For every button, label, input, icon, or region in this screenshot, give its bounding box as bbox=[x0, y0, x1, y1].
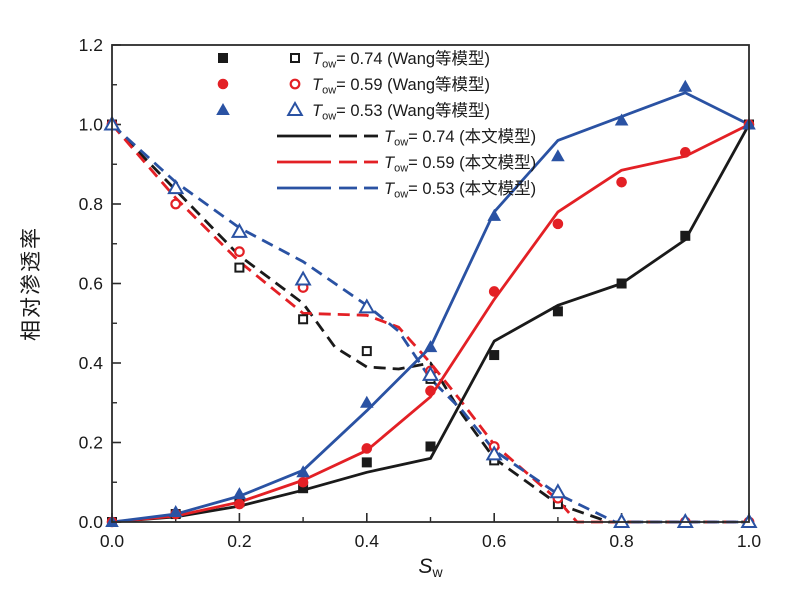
line-tow059-dashed bbox=[110, 123, 749, 524]
data-point-triangle-open bbox=[167, 179, 185, 195]
data-point-square-filled bbox=[298, 483, 309, 494]
data-point-triangle-filled bbox=[216, 103, 230, 115]
pts-tow053-open bbox=[103, 115, 758, 528]
data-point-circle-filled bbox=[680, 147, 691, 158]
legend: Tow= 0.74 (Wang等模型) Tow= 0.59 (Wang等模型) To… bbox=[216, 49, 536, 201]
legend-label: Tow= 0.74 (Wang等模型) bbox=[312, 49, 490, 71]
x-tick-label: 1.0 bbox=[737, 531, 762, 551]
data-point-triangle-filled bbox=[614, 113, 629, 126]
data-point-circle-open bbox=[289, 78, 301, 90]
data-point-triangle-filled bbox=[296, 465, 310, 478]
legend-label: Tow= 0.59 (本文模型) bbox=[384, 153, 536, 175]
data-point-triangle-filled bbox=[360, 395, 374, 408]
line-tow053-dashed bbox=[111, 123, 749, 524]
x-axis: 0.0 0.2 0.4 0.6 0.8 1.0 Sw bbox=[100, 513, 762, 580]
data-point-triangle-filled bbox=[487, 208, 501, 221]
data-point-square-open bbox=[361, 346, 372, 357]
y-tick-label: 1.0 bbox=[79, 115, 104, 135]
data-point-circle-filled bbox=[217, 78, 229, 90]
legend-label: Tow= 0.74 (本文模型) bbox=[384, 127, 536, 149]
data-point-circle-open bbox=[170, 198, 182, 210]
y-tick-label: 0.8 bbox=[79, 194, 103, 214]
y-axis-title: 相对渗透率 bbox=[20, 226, 43, 341]
legend-label: Tow= 0.53 (本文模型) bbox=[384, 179, 536, 201]
data-point-triangle-open bbox=[358, 298, 376, 314]
data-point-triangle-filled bbox=[423, 340, 438, 353]
data-point-triangle-open bbox=[549, 483, 567, 499]
data-point-square-filled bbox=[218, 53, 228, 63]
data-point-square-filled bbox=[489, 350, 500, 361]
data-point-circle-filled bbox=[488, 286, 500, 297]
x-tick-label: 0.2 bbox=[227, 531, 251, 551]
data-point-triangle-open bbox=[613, 512, 631, 528]
data-point-circle-filled bbox=[616, 176, 627, 188]
data-point-triangle-open bbox=[421, 365, 440, 381]
data-point-triangle-filled bbox=[678, 79, 693, 92]
data-point-circle-filled bbox=[361, 443, 373, 454]
data-point-square-filled bbox=[616, 278, 627, 289]
data-point-triangle-filled bbox=[232, 487, 247, 500]
legend-label: Tow= 0.53 (Wang等模型) bbox=[312, 101, 490, 123]
y-tick-label: 1.2 bbox=[79, 35, 103, 55]
data-point-triangle-filled bbox=[551, 149, 565, 162]
data-point-square-open bbox=[298, 314, 309, 325]
plot-frame bbox=[111, 44, 750, 523]
data-point-square-filled bbox=[680, 230, 691, 241]
y-tick-label: 0.6 bbox=[79, 274, 103, 294]
line-tow074-solid bbox=[111, 123, 751, 524]
data-point-square-open bbox=[290, 53, 300, 63]
data-point-circle-open bbox=[233, 246, 245, 258]
data-point-triangle-open bbox=[676, 512, 694, 528]
data-point-triangle-open bbox=[294, 270, 312, 286]
data-point-triangle-open bbox=[286, 100, 304, 116]
x-tick-label: 0.4 bbox=[355, 531, 380, 551]
x-tick-label: 0.6 bbox=[482, 531, 506, 551]
data-point-square-filled bbox=[425, 441, 436, 452]
data-point-square-filled bbox=[552, 306, 563, 317]
data-point-circle-filled bbox=[552, 218, 564, 230]
data-point-triangle-filled bbox=[168, 505, 183, 518]
y-tick-label: 0.2 bbox=[79, 433, 103, 453]
data-point-triangle-open bbox=[485, 445, 503, 461]
legend-label: Tow= 0.59 (Wang等模型) bbox=[312, 75, 490, 97]
x-axis-title: Sw bbox=[418, 555, 443, 580]
x-tick-label: 0.8 bbox=[609, 531, 633, 551]
line-tow059-solid bbox=[111, 123, 750, 524]
y-tick-label: 0.0 bbox=[79, 512, 104, 532]
data-point-circle-filled bbox=[234, 498, 245, 510]
x-tick-label: 0.0 bbox=[100, 531, 125, 551]
data-point-circle-filled bbox=[297, 476, 309, 488]
data-point-square-open bbox=[234, 262, 245, 273]
data-point-square-filled bbox=[361, 457, 372, 468]
data-point-triangle-open bbox=[230, 222, 248, 238]
y-tick-label: 0.4 bbox=[79, 353, 104, 373]
data-point-circle-filled bbox=[425, 385, 436, 397]
